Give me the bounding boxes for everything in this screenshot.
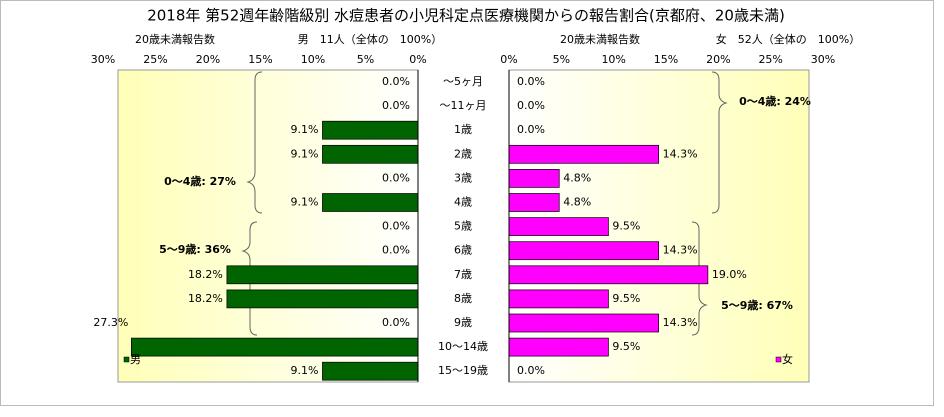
brace bbox=[241, 221, 258, 336]
category-label: 6歳 bbox=[454, 244, 472, 257]
value-label: 0.0% bbox=[382, 75, 410, 88]
x-tick-label: 0% bbox=[500, 53, 517, 66]
bar bbox=[131, 337, 419, 357]
panel-header: 男 11人（全体の 100%） bbox=[298, 32, 442, 46]
bar bbox=[322, 144, 419, 164]
value-label: 18.2% bbox=[188, 292, 223, 305]
x-tick-label: 20% bbox=[196, 53, 220, 66]
annotation: 5～9歳: 36% bbox=[159, 242, 231, 256]
chart-title: 2018年 第52週年齢階級別 水痘患者の小児科定点医療機関からの報告割合(京都… bbox=[147, 7, 785, 25]
x-tick-label: 25% bbox=[758, 53, 782, 66]
legend-label: 男 bbox=[130, 353, 141, 366]
bar bbox=[226, 289, 419, 309]
category-label: 10～14歳 bbox=[438, 340, 488, 353]
value-label: 0.0% bbox=[517, 364, 545, 377]
value-label: 14.3% bbox=[663, 244, 698, 257]
brace bbox=[246, 71, 263, 214]
x-tick-label: 15% bbox=[654, 53, 678, 66]
x-tick-label: 15% bbox=[248, 53, 272, 66]
value-label: 9.5% bbox=[612, 220, 640, 233]
bar bbox=[508, 337, 609, 357]
value-label: 9.5% bbox=[612, 340, 640, 353]
category-label: 2歳 bbox=[454, 147, 472, 160]
category-label: ～11ヶ月 bbox=[440, 99, 487, 112]
bar bbox=[322, 361, 419, 381]
bar bbox=[322, 193, 419, 212]
bar bbox=[508, 217, 609, 236]
value-label: 0.0% bbox=[517, 99, 545, 112]
panel-header: 女 52人（全体の 100%） bbox=[716, 32, 860, 46]
value-label: 0.0% bbox=[382, 171, 410, 184]
bar bbox=[322, 120, 419, 140]
bar bbox=[508, 313, 660, 333]
category-label: 1歳 bbox=[454, 123, 472, 136]
category-label: 7歳 bbox=[454, 268, 472, 281]
category-label: 4歳 bbox=[454, 196, 472, 209]
category-label: ～5ヶ月 bbox=[443, 75, 483, 88]
bar bbox=[226, 265, 419, 285]
legend-swatch bbox=[123, 356, 130, 363]
value-label: 9.5% bbox=[612, 292, 640, 305]
category-label: 3歳 bbox=[454, 171, 472, 184]
value-label: 27.3% bbox=[93, 316, 128, 329]
value-label: 4.8% bbox=[563, 196, 591, 209]
bar bbox=[508, 289, 609, 309]
brace bbox=[691, 221, 708, 336]
value-label: 9.1% bbox=[290, 123, 318, 136]
value-label: 0.0% bbox=[382, 220, 410, 233]
x-tick-label: 5% bbox=[553, 53, 570, 66]
annotation: 0～4歳: 27% bbox=[164, 174, 236, 188]
value-label: 4.8% bbox=[563, 171, 591, 184]
left-plot-area bbox=[117, 69, 419, 383]
axis-title: 20歳未満報告数 bbox=[560, 33, 640, 46]
value-label: 14.3% bbox=[663, 147, 698, 160]
value-label: 14.3% bbox=[663, 316, 698, 329]
x-tick-label: 20% bbox=[706, 53, 730, 66]
x-tick-label: 30% bbox=[811, 53, 835, 66]
value-label: 0.0% bbox=[382, 316, 410, 329]
x-tick-label: 25% bbox=[143, 53, 167, 66]
value-label: 19.0% bbox=[712, 268, 747, 281]
x-tick-label: 10% bbox=[601, 53, 625, 66]
bar bbox=[508, 193, 560, 212]
value-label: 0.0% bbox=[382, 99, 410, 112]
bar bbox=[508, 241, 660, 261]
bar bbox=[508, 144, 660, 164]
value-label: 0.0% bbox=[517, 123, 545, 136]
annotation: 0～4歳: 24% bbox=[739, 94, 811, 108]
value-label: 18.2% bbox=[188, 268, 223, 281]
value-label: 9.1% bbox=[290, 196, 318, 209]
x-tick-label: 0% bbox=[409, 53, 426, 66]
bar bbox=[508, 265, 709, 285]
value-label: 9.1% bbox=[290, 147, 318, 160]
category-label: 5歳 bbox=[454, 220, 472, 233]
axis-title: 20歳未満報告数 bbox=[135, 33, 215, 46]
category-label: 15～19歳 bbox=[438, 364, 488, 377]
bar bbox=[508, 169, 560, 188]
brace bbox=[711, 71, 728, 214]
value-label: 0.0% bbox=[517, 75, 545, 88]
annotation: 5～9歳: 67% bbox=[721, 298, 793, 312]
value-label: 9.1% bbox=[290, 364, 318, 377]
value-label: 0.0% bbox=[382, 244, 410, 257]
x-tick-label: 10% bbox=[301, 53, 325, 66]
category-label: 8歳 bbox=[454, 292, 472, 305]
legend-label: 女 bbox=[782, 352, 793, 366]
legend-swatch bbox=[775, 356, 782, 363]
category-label: 9歳 bbox=[454, 316, 472, 329]
x-tick-label: 5% bbox=[357, 53, 374, 66]
x-tick-label: 30% bbox=[91, 53, 115, 66]
